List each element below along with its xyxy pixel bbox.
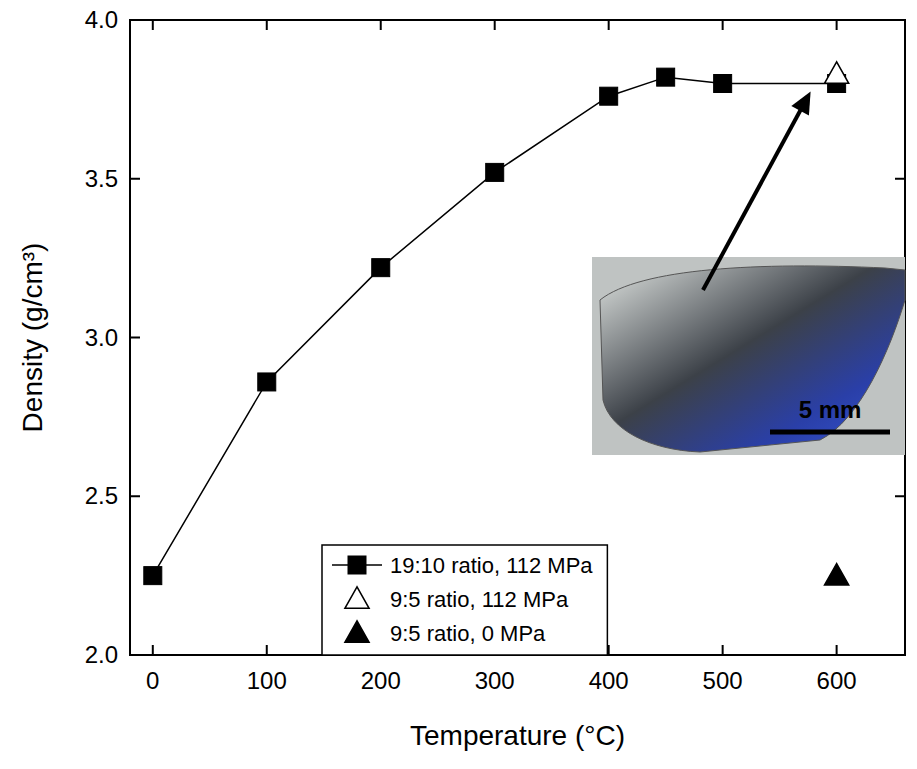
legend-marker [345, 621, 369, 642]
scale-bar [770, 430, 890, 435]
x-tick [836, 645, 838, 655]
x-tick-label: 400 [589, 667, 629, 694]
legend-label: 9:5 ratio, 112 MPa [390, 587, 569, 612]
x-tick [722, 645, 724, 655]
y-tick-label: 3.5 [85, 165, 118, 192]
x-tick-label: 100 [247, 667, 287, 694]
x-tick [722, 20, 724, 30]
data-point [657, 68, 675, 86]
data-point [825, 564, 849, 585]
data-point [144, 567, 162, 585]
y-tick-label: 3.0 [85, 324, 118, 351]
x-tick-label: 0 [146, 667, 159, 694]
x-tick [608, 20, 610, 30]
y-tick [895, 654, 905, 656]
arrow [703, 102, 805, 290]
data-point [825, 62, 849, 83]
legend: 19:10 ratio, 112 MPa 9:5 ratio, 112 MPa 9:… [322, 545, 607, 655]
y-tick [130, 19, 140, 21]
data-point [258, 373, 276, 391]
y-tick-label: 2.5 [85, 482, 118, 509]
photo-background [592, 257, 905, 455]
x-tick [836, 20, 838, 30]
x-tick [266, 20, 268, 30]
x-tick [494, 20, 496, 30]
plot-frame [130, 20, 905, 655]
data-point [714, 75, 732, 93]
y-tick [895, 495, 905, 497]
x-tick-label: 500 [703, 667, 743, 694]
x-tick-label: 200 [361, 667, 401, 694]
photo-sample [600, 266, 905, 452]
legend-marker [345, 587, 369, 608]
x-tick [152, 645, 154, 655]
x-tick [380, 20, 382, 30]
y-tick [130, 337, 140, 339]
x-tick [266, 645, 268, 655]
y-tick [130, 654, 140, 656]
x-tick-label: 600 [817, 667, 857, 694]
x-axis-title: Temperature (°C) [410, 720, 625, 751]
chart: 0 100 200 300 400 500 600 2.0 2.5 3.0 3.5 4.0 Temper… [0, 0, 917, 769]
y-tick-label: 2.0 [85, 641, 118, 668]
legend-box [322, 545, 607, 655]
y-tick [130, 495, 140, 497]
data-point [372, 259, 390, 277]
x-tick-label: 300 [475, 667, 515, 694]
y-tick [130, 178, 140, 180]
legend-marker [348, 556, 366, 574]
x-tick [152, 20, 154, 30]
legend-label: 19:10 ratio, 112 MPa [390, 553, 593, 578]
y-tick [895, 19, 905, 21]
scale-label: 5 mm [799, 396, 862, 423]
legend-label: 9:5 ratio, 0 MPa [390, 621, 546, 646]
data-point [486, 163, 504, 181]
y-tick [895, 178, 905, 180]
arrow-head [791, 92, 810, 116]
inset-photo: 5 mm [592, 257, 905, 455]
y-axis-title: Density (g/cm³) [17, 243, 48, 433]
data-point [600, 87, 618, 105]
y-tick-label: 4.0 [85, 6, 118, 33]
